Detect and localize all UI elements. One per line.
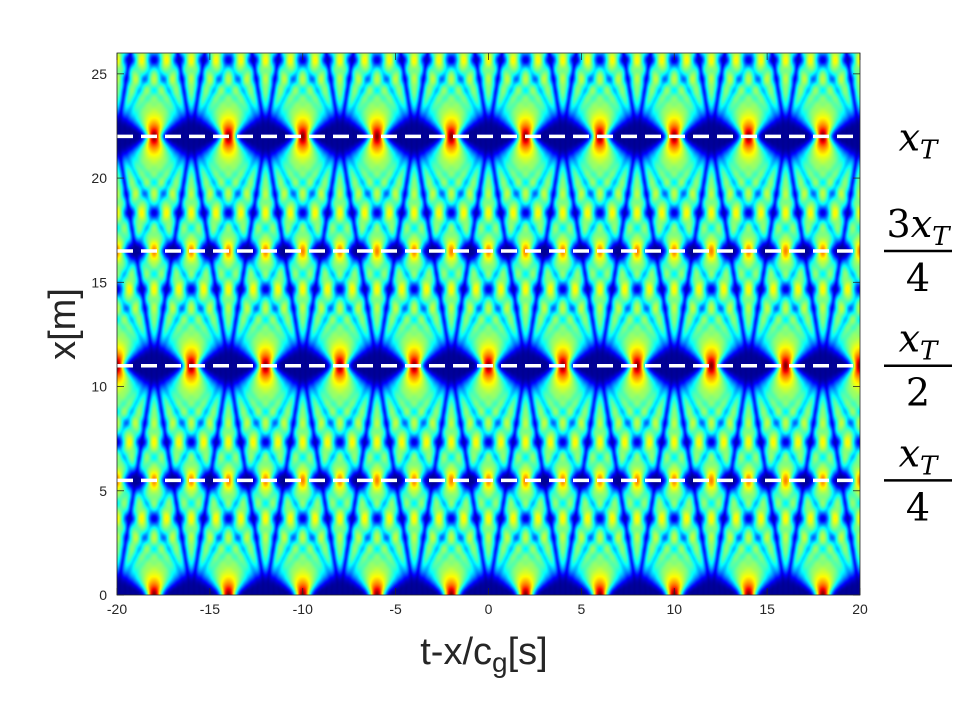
annotation-2: xT2 [884, 317, 952, 415]
x-tick-label: 20 [852, 601, 868, 617]
plot-area [116, 52, 861, 596]
annotation-numerator: 3xT [887, 202, 952, 252]
y-tick-label: 20 [91, 170, 107, 186]
annotation-prefix: 3 [887, 202, 911, 246]
x-tick-label: 15 [759, 601, 775, 617]
x-tick-label: -20 [107, 601, 127, 617]
annotation-variable: x [899, 115, 920, 159]
annotation-variable: x [899, 431, 920, 475]
y-axis-label: x[m] [42, 288, 84, 360]
y-axis-ticks: 0 5 10 15 20 25 [91, 66, 860, 603]
x-axis-label-subscript: g [492, 647, 508, 678]
annotation-variable: x [899, 317, 920, 361]
x-axis-label: t-x/cg[s] [420, 631, 547, 678]
annotation-denominator: 2 [906, 371, 930, 415]
annotation-subscript: T [920, 336, 939, 366]
y-tick-label: 15 [91, 274, 107, 290]
y-tick-label: 25 [91, 66, 107, 82]
annotation-variable: x [911, 202, 932, 246]
x-tick-label: 10 [666, 601, 682, 617]
annotation-numerator: xT [899, 115, 939, 165]
annotation-denominator: 4 [906, 485, 930, 529]
x-tick-label: -15 [200, 601, 220, 617]
heatmap-image [117, 53, 860, 595]
reference-lines [117, 134, 860, 483]
annotation-subscript: T [932, 222, 951, 252]
annotation-numerator: xT [899, 317, 939, 367]
x-tick-label: -5 [389, 601, 402, 617]
x-axis-ticks: -20 -15 -10 -5 0 5 10 15 20 [107, 53, 868, 617]
annotation-subscript: T [920, 135, 939, 165]
annotation-0: xT [899, 115, 939, 165]
annotation-numerator: xT [899, 431, 939, 481]
x-tick-label: 0 [485, 601, 493, 617]
annotation-denominator: 4 [906, 256, 930, 300]
y-tick-label: 0 [99, 587, 107, 603]
x-tick-label: -10 [293, 601, 313, 617]
x-axis-label-unit: [s] [508, 631, 548, 673]
x-tick-label: 5 [577, 601, 585, 617]
x-axis-label-main: t-x/c [420, 631, 492, 673]
annotation-3: xT4 [884, 431, 952, 529]
y-tick-label: 10 [91, 379, 107, 395]
annotation-subscript: T [920, 451, 939, 481]
y-tick-label: 5 [99, 483, 107, 499]
